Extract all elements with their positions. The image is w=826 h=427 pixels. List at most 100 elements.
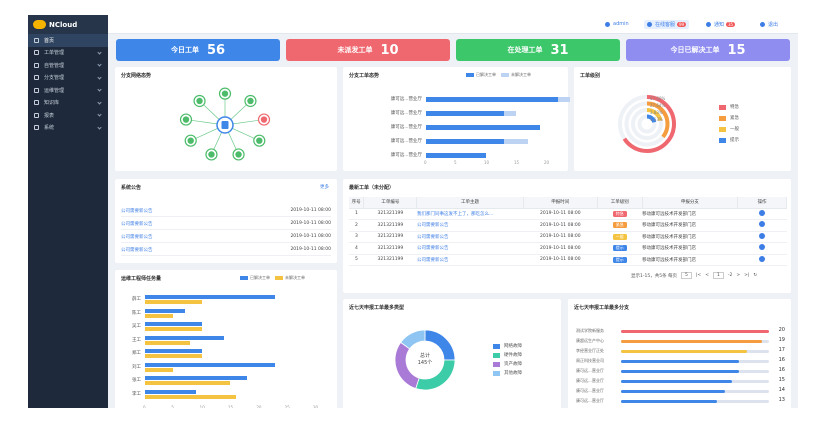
legend-eng-resolved: 已解决工单	[250, 275, 270, 280]
first-page-button[interactable]: |<	[695, 273, 702, 278]
row-topic-link[interactable]: 公司需要新公告	[416, 231, 524, 243]
type-legend-item: 其他故障	[493, 370, 522, 376]
chevron-down-icon	[97, 87, 102, 92]
table-row[interactable]: 1 321321199 我们那门同事这发不上了，那吃怎么... 2019-10-11 …	[349, 208, 787, 220]
notice-row[interactable]: 公司需要新公告 2019-10-11 08:00	[121, 244, 331, 256]
sidebar-item-7[interactable]: 系统	[28, 122, 108, 135]
latest-table: 序号 工单编号 工单主题 申报时间 工单级别 申报分支 操作 1 321321199 我们那门同…	[349, 197, 787, 266]
notice-row[interactable]: 公司需要新公告 2019-10-11 08:00	[121, 218, 331, 230]
notice-row[interactable]: 公司需要新公告 2019-10-11 08:00	[121, 231, 331, 243]
sidebar: NCloud 首页工单管理自管管理分支管理运维管理知识库 报表 系统	[28, 15, 108, 408]
sidebar-item-5[interactable]: 知识库	[28, 97, 108, 110]
donut-slice-3[interactable]	[400, 329, 426, 350]
row-action	[737, 219, 787, 232]
stat-value: 56	[206, 42, 226, 58]
sidebar-item-6[interactable]: 报表	[28, 109, 108, 122]
prev-page-button[interactable]: <	[705, 273, 709, 278]
sidebar-item-label: 运维管理	[44, 87, 65, 94]
user-menu[interactable]: admin	[605, 21, 629, 27]
branch-status-card: 分支工单态势 已解决工单 未解决工单 康可远...营业厅 康可远...营业厅 康可远…	[343, 67, 579, 171]
menu-icon	[34, 37, 39, 43]
ranking-item: 周正科技营业司 16	[576, 357, 785, 368]
sidebar-item-label: 工单管理	[44, 50, 65, 57]
bar-eng-unresolved	[145, 367, 174, 372]
legend-unresolved: 未解决工单	[511, 72, 531, 77]
refresh-icon[interactable]: ↻	[753, 273, 758, 278]
ring-1	[624, 101, 670, 147]
bar-eng-resolved	[145, 362, 276, 367]
chevron-down-icon	[97, 99, 102, 105]
assign-icon[interactable]	[759, 244, 766, 251]
notice-link[interactable]: 公司需要新公告	[121, 208, 153, 214]
sidebar-item-1[interactable]: 工单管理	[28, 47, 108, 60]
assign-icon[interactable]	[759, 209, 766, 216]
online-service-button[interactable]: 在线客服 99	[644, 20, 690, 29]
notice-link[interactable]: 公司需要新公告	[121, 234, 153, 240]
row-branch: 移动康可远技术开发部门店	[642, 254, 738, 266]
logout-button[interactable]: 退出	[760, 21, 778, 28]
notice-row[interactable]: 公司需要新公告 2019-10-11 08:00	[121, 205, 331, 217]
notify-button[interactable]: 通知 35	[706, 21, 736, 28]
level-tag: 提示	[612, 245, 627, 252]
last-page-button[interactable]: >|	[744, 273, 750, 278]
eng-x-tick: 30	[313, 405, 319, 408]
branch-category-label: 康可远...营业厅	[390, 97, 422, 102]
bar-eng-unresolved	[145, 381, 230, 385]
level-label: 紧急	[730, 116, 739, 121]
ranking-track	[621, 340, 769, 343]
sidebar-item-label: 分支管理	[44, 75, 65, 82]
row-branch: 移动康可远技术开发部门店	[642, 219, 738, 232]
next-page-button[interactable]: >	[736, 273, 741, 278]
assign-icon[interactable]	[759, 232, 766, 239]
row-id: 321321199	[363, 242, 417, 255]
sidebar-item-0[interactable]: 首页	[28, 34, 108, 47]
pager-info: 显示1-15，共5条 每页	[631, 273, 678, 279]
sidebar-item-3[interactable]: 分支管理	[28, 72, 108, 85]
table-row[interactable]: 4 321321199 公司需要新公告 2019-10-11 08:00 提示 移动康可远…	[349, 242, 787, 255]
row-id: 321321199	[363, 219, 417, 232]
menu-icon	[34, 112, 39, 118]
stat-card-2[interactable]: 在处理工单 31	[456, 39, 620, 61]
eng-x-tick: 20	[256, 405, 262, 408]
ranking-label: 李经营业厅正处	[576, 348, 604, 353]
notice-card: 系统公告 更多 公司需要新公告 2019-10-11 08:00 公司需要新公告 20…	[115, 179, 337, 263]
bar-eng-unresolved	[145, 340, 191, 345]
row-no: 3	[349, 231, 364, 243]
assign-icon[interactable]	[759, 221, 766, 228]
stat-card-0[interactable]: 今日工单 56	[116, 39, 280, 61]
logout-label: 退出	[768, 22, 779, 28]
stat-card-1[interactable]: 未派发工单 10	[286, 39, 450, 61]
notice-link[interactable]: 公司需要新公告	[121, 247, 153, 253]
page-input[interactable]: 1	[712, 272, 724, 279]
row-topic-link[interactable]: 公司需要新公告	[416, 242, 524, 255]
sidebar-item-label: 自管管理	[44, 62, 65, 69]
row-topic-link[interactable]: 我们那门同事这发不上了，那吃怎么...	[416, 208, 524, 220]
ranking-track	[621, 350, 769, 353]
table-header: 申报分支	[642, 197, 739, 209]
chevron-down-icon	[97, 112, 102, 117]
row-topic-link[interactable]: 公司需要新公告	[416, 254, 524, 266]
notice-link[interactable]: 公司需要新公告	[121, 221, 153, 227]
row-action	[737, 254, 787, 266]
table-row[interactable]: 5 321321199 公司需要新公告 2019-10-11 08:00 提示 移动康可远…	[349, 254, 787, 266]
table-row[interactable]: 2 321321199 公司需要新公告 2019-10-11 08:00 紧急 移动康可远…	[349, 219, 787, 232]
notice-more-link[interactable]: 更多	[320, 185, 329, 190]
sidebar-item-4[interactable]: 运维管理	[28, 84, 108, 97]
page-size-select[interactable]: 5	[681, 272, 692, 279]
online-badge: 99	[677, 22, 687, 27]
menu-icon	[34, 62, 39, 68]
stat-card-3[interactable]: 今日已解决工单 15	[626, 39, 790, 61]
ranking-label: 康可远...营业厅	[576, 378, 604, 383]
legend-swatch-eng-unresolved	[275, 276, 283, 280]
branch-status-title: 分支工单态势	[349, 73, 380, 79]
engineer-legend: 已解决工单 未解决工单	[235, 275, 305, 281]
app-logo[interactable]: NCloud	[28, 15, 108, 34]
sidebar-item-2[interactable]: 自管管理	[28, 59, 108, 72]
row-topic-link[interactable]: 公司需要新公告	[416, 219, 524, 232]
branch-legend: 已解决工单 未解决工单	[461, 72, 531, 78]
bar-eng-unresolved	[145, 313, 174, 318]
donut-slice-2[interactable]	[394, 341, 420, 390]
assign-icon[interactable]	[759, 255, 766, 262]
branch-node-core	[256, 137, 263, 144]
table-row[interactable]: 3 321321199 公司需要新公告 2019-10-11 08:00 一般 移动康可远…	[349, 231, 787, 243]
